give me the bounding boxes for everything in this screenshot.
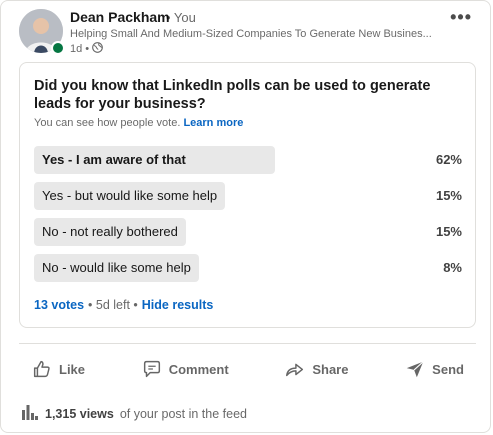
- poll-note-text: You can see how people vote.: [34, 117, 181, 129]
- poll-time-left: • 5d left •: [88, 298, 138, 312]
- poll-option[interactable]: Yes - but would like some help 15%: [34, 182, 462, 210]
- poll-option-label: No - not really bothered: [42, 224, 178, 239]
- post-meta: 1d •: [70, 42, 104, 56]
- like-button[interactable]: Like: [19, 353, 97, 385]
- poll-question: Did you know that LinkedIn polls can be …: [34, 78, 431, 112]
- author-relation: • You: [166, 10, 196, 25]
- share-label: Share: [312, 361, 349, 377]
- poll-option-label: Yes - I am aware of that: [42, 152, 186, 167]
- hide-results-link[interactable]: Hide results: [141, 298, 214, 312]
- poll-option[interactable]: No - not really bothered 15%: [34, 218, 462, 246]
- poll-option-percent: 62%: [435, 152, 462, 167]
- share-icon: [284, 358, 306, 380]
- action-bar: Like Comment Share Send: [19, 353, 476, 385]
- divider: [19, 343, 476, 344]
- poll-option-percent: 15%: [435, 224, 462, 239]
- poll-option-bar: [34, 146, 275, 174]
- like-label: Like: [59, 361, 86, 377]
- poll-option-bar: [34, 254, 199, 282]
- poll-note: You can see how people vote. Learn more: [34, 117, 243, 129]
- analytics-icon: [21, 403, 39, 424]
- avatar[interactable]: [19, 9, 63, 53]
- poll-option-label: No - would like some help: [42, 260, 191, 275]
- views-count: 1,315 views: [45, 406, 114, 421]
- comment-icon: [141, 358, 163, 380]
- author-name[interactable]: Dean Packham: [70, 9, 170, 25]
- comment-label: Comment: [168, 361, 229, 377]
- poll-option-label: Yes - but would like some help: [42, 188, 218, 203]
- send-icon: [404, 358, 426, 380]
- share-button[interactable]: Share: [272, 353, 360, 385]
- poll-footer: 13 votes • 5d left • Hide results: [34, 298, 213, 312]
- send-button[interactable]: Send: [392, 353, 476, 385]
- author-headline: Helping Small And Medium-Sized Companies…: [70, 28, 432, 40]
- views-suffix: of your post in the feed: [119, 406, 247, 421]
- poll-option[interactable]: Yes - I am aware of that 62%: [34, 146, 462, 174]
- online-status-dot: [51, 41, 65, 55]
- post-time: 1d •: [70, 43, 90, 55]
- learn-more-link[interactable]: Learn more: [183, 117, 244, 129]
- send-label: Send: [432, 361, 464, 377]
- poll-option[interactable]: No - would like some help 8%: [34, 254, 462, 282]
- poll-option-percent: 15%: [435, 188, 462, 203]
- poll-option-bar: [34, 218, 186, 246]
- poll-option-percent: 8%: [443, 260, 462, 275]
- poll: Did you know that LinkedIn polls can be …: [19, 62, 476, 328]
- poll-option-bar: [34, 182, 225, 210]
- globe-icon: [92, 42, 104, 56]
- thumbs-up-icon: [31, 358, 53, 380]
- votes-link[interactable]: 13 votes: [34, 298, 85, 312]
- overflow-menu-button[interactable]: •••: [450, 7, 472, 27]
- post-views[interactable]: 1,315 views of your post in the feed: [21, 403, 247, 424]
- comment-button[interactable]: Comment: [129, 353, 241, 385]
